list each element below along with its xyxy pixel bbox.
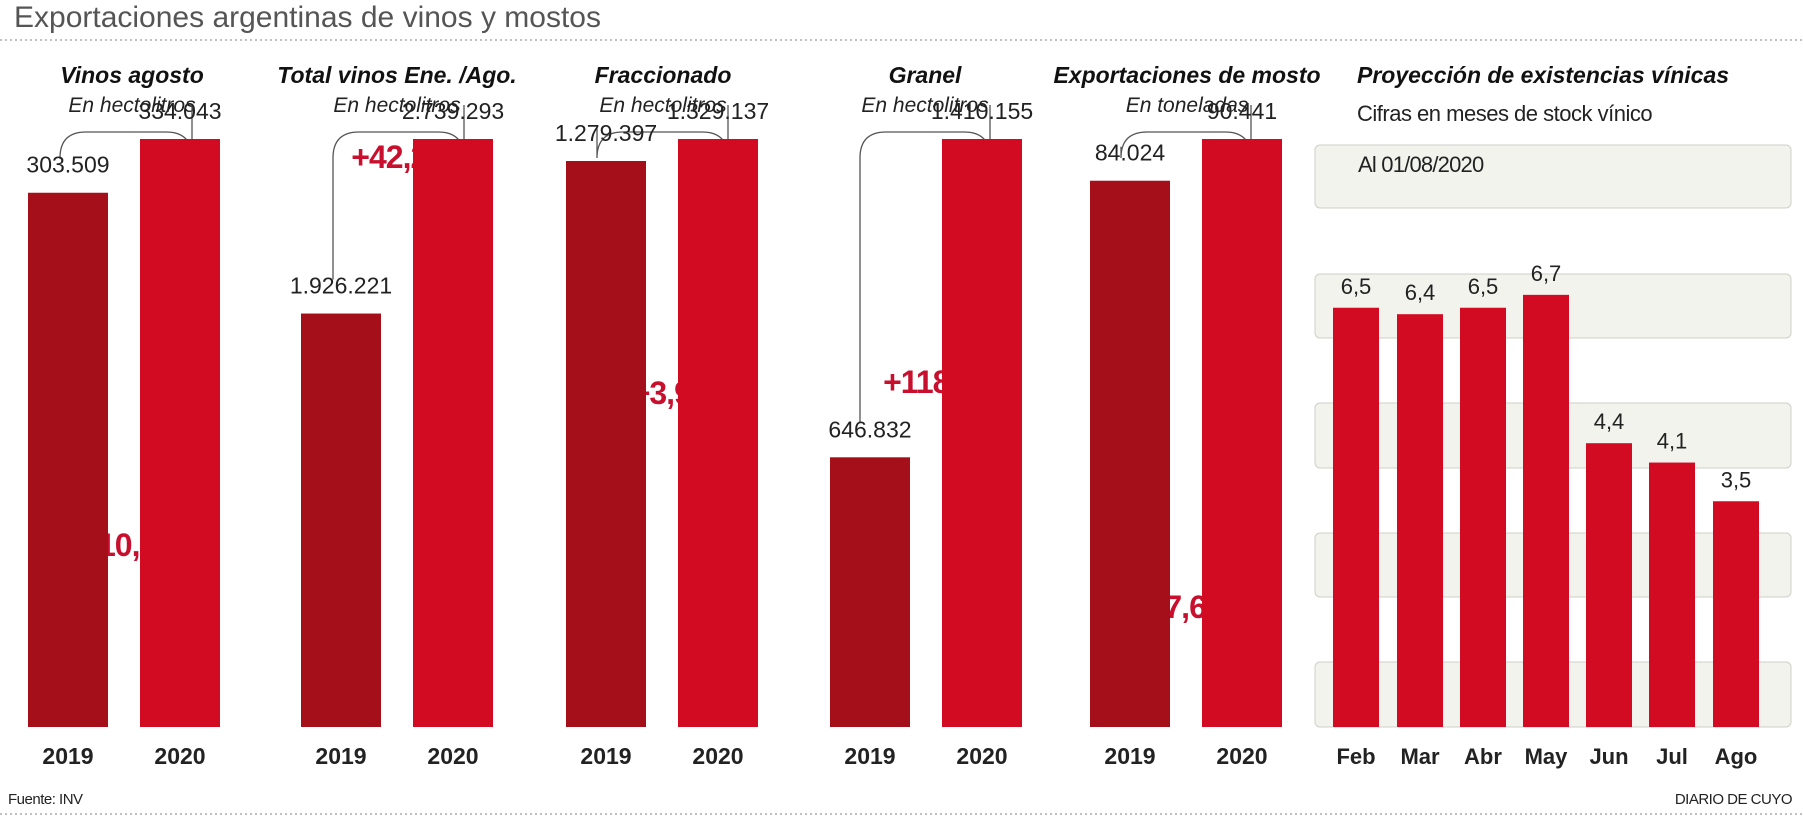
x-tick-label: 2020 <box>427 743 478 769</box>
value-label: 4,4 <box>1594 409 1625 434</box>
value-label: 6,4 <box>1405 280 1436 305</box>
x-tick-label: Feb <box>1336 744 1375 769</box>
bar-2020 <box>1202 139 1282 727</box>
panel-subtitle: En hectolitros <box>333 94 461 117</box>
x-tick-label: 2019 <box>42 743 93 769</box>
value-label: 1.279.397 <box>555 120 657 146</box>
bar-Abr <box>1460 307 1506 727</box>
x-tick-label: 2019 <box>1104 743 1155 769</box>
bar-2020 <box>413 139 493 727</box>
value-label: 1.329.137 <box>667 98 769 124</box>
panel-subtitle: En toneladas <box>1126 94 1249 117</box>
bar-Ago <box>1713 501 1759 727</box>
x-tick-label: Ago <box>1715 744 1758 769</box>
bar-2019 <box>301 313 381 727</box>
panel-title: Exportaciones de mosto <box>1053 62 1320 88</box>
x-tick-label: 2019 <box>844 743 895 769</box>
panel-subtitle: En hectolitros <box>861 94 989 117</box>
x-tick-label: 2020 <box>154 743 205 769</box>
bar-2019 <box>566 161 646 728</box>
panel-title: Total vinos Ene. /Ago. <box>277 62 516 88</box>
value-label: 2.739.293 <box>402 98 504 124</box>
value-label: 646.832 <box>828 416 911 442</box>
bar-2019 <box>1090 180 1170 727</box>
bar-Jul <box>1649 462 1695 727</box>
x-tick-label: Jul <box>1656 744 1688 769</box>
x-tick-label: 2020 <box>1216 743 1267 769</box>
panel-title: Vinos agosto <box>60 62 204 88</box>
value-label: 6,7 <box>1531 261 1562 286</box>
panel-subtitle: En hectolitros <box>68 94 196 117</box>
value-label: 1.410.155 <box>931 98 1033 124</box>
x-tick-label: May <box>1525 744 1569 769</box>
bar-2019 <box>830 457 910 727</box>
value-label: 1.926.221 <box>290 273 392 299</box>
bar-Mar <box>1397 314 1443 727</box>
note-date: Al 01/08/2020 <box>1358 152 1484 177</box>
value-label: 303.509 <box>26 152 109 178</box>
bar-2020 <box>678 139 758 727</box>
bar-May <box>1523 294 1569 727</box>
panel-subtitle: En hectolitros <box>599 94 727 117</box>
page-title: Exportaciones argentinas de vinos y most… <box>14 1 601 34</box>
x-tick-label: 2019 <box>315 743 366 769</box>
panel-title: Proyección de existencias vínicas <box>1357 62 1729 88</box>
bar-2019 <box>28 192 108 727</box>
value-label: 3,5 <box>1721 467 1752 492</box>
value-label: 84.024 <box>1095 140 1166 166</box>
value-label: 4,1 <box>1657 429 1688 454</box>
x-tick-label: 2019 <box>580 743 631 769</box>
x-tick-label: 2020 <box>692 743 743 769</box>
panel-subtitle: Cifras en meses de stock vínico <box>1357 101 1652 126</box>
bar-2020 <box>140 139 220 727</box>
x-tick-label: Mar <box>1400 744 1440 769</box>
x-tick-label: Jun <box>1589 744 1628 769</box>
x-tick-label: Abr <box>1464 744 1502 769</box>
bar-2020 <box>942 139 1022 727</box>
value-label: 90.441 <box>1207 98 1277 124</box>
value-label: 334.043 <box>138 98 221 124</box>
panel-title: Granel <box>889 62 962 88</box>
grid-band <box>1314 144 1792 209</box>
x-tick-label: 2020 <box>956 743 1007 769</box>
publisher-credit: DIARIO DE CUYO <box>1675 791 1792 808</box>
panel-title: Fraccionado <box>595 62 732 88</box>
value-label: 6,5 <box>1341 274 1372 299</box>
bar-Feb <box>1333 307 1379 727</box>
value-label: 6,5 <box>1468 274 1499 299</box>
bar-Jun <box>1586 443 1632 727</box>
source-note: Fuente: INV <box>8 791 83 808</box>
